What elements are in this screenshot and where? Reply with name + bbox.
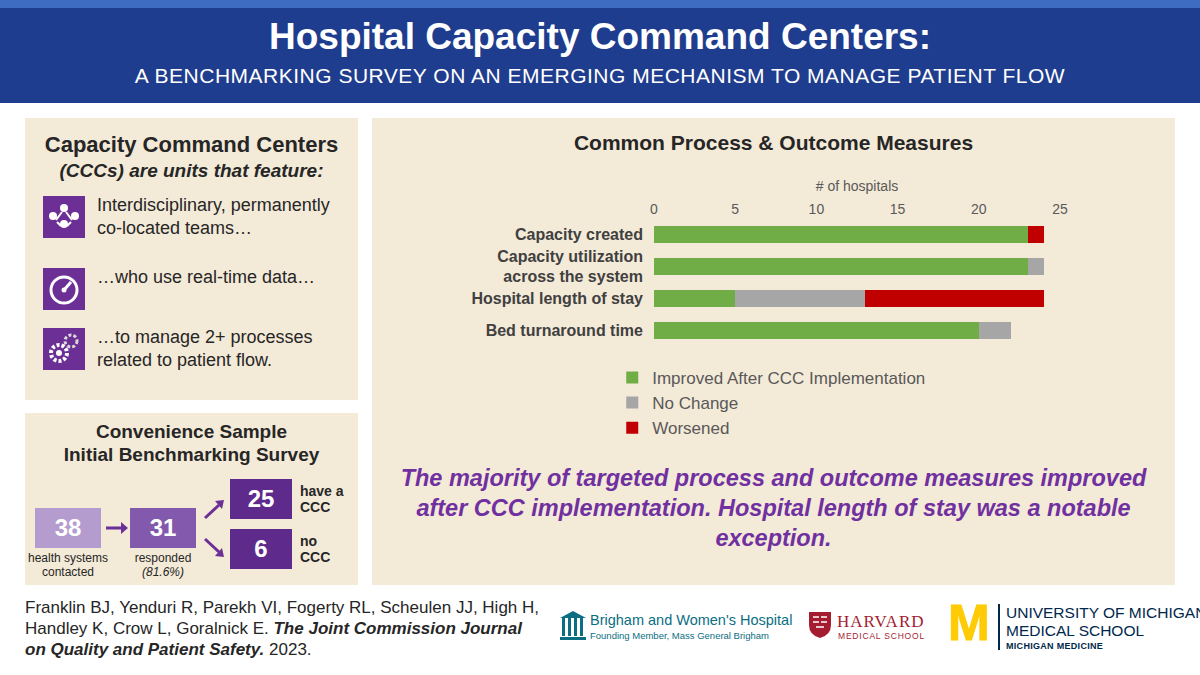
svg-text:20: 20: [971, 201, 987, 217]
html-text:Initial Benchmarking Survey: Initial Benchmarking Survey: [63, 444, 320, 465]
html-text:(81.6%): (81.6%): [142, 565, 184, 579]
html-text:Interdisciplinary, permanently: Interdisciplinary, permanently co-locate…: [97, 195, 330, 238]
html-text:health systems: health systems: [28, 551, 108, 565]
html-text:have a: have a: [300, 483, 344, 499]
html-text:M: M: [948, 595, 990, 651]
svg-text:25: 25: [1052, 201, 1068, 217]
html-text:6: 6: [254, 535, 268, 562]
html-text:…to manage 2+ processes relate: …to manage 2+ processes related to patie…: [97, 327, 313, 370]
html-text:CCC: CCC: [300, 549, 331, 565]
html-text:25: 25: [247, 485, 275, 512]
html-text:38: 38: [54, 514, 82, 541]
html-text:Franklin BJ, Yenduri R, Parekh: Franklin BJ, Yenduri R, Parekh VI, Foger…: [25, 598, 539, 659]
html-text:Convenience Sample: Convenience Sample: [95, 421, 288, 442]
html-text:…who use real-time data…: …who use real-time data…: [97, 267, 316, 287]
html-text:Brigham and Women's Hospital: Brigham and Women's Hospital: [590, 612, 793, 628]
svg-text:Capacity created: Capacity created: [515, 226, 643, 243]
svg-text:0: 0: [650, 201, 658, 217]
html-text:Hospital Capacity Command Cent: Hospital Capacity Command Centers:: [269, 16, 931, 57]
svg-text:No Change: No Change: [652, 394, 738, 413]
svg-text:5: 5: [731, 201, 739, 217]
svg-text:15: 15: [890, 201, 906, 217]
svg-text:Improved After CCC Implementat: Improved After CCC Implementation: [652, 369, 925, 388]
html-text:A BENCHMARKING SURVEY ON AN EM: A BENCHMARKING SURVEY ON AN EMERGING MEC…: [134, 64, 1066, 87]
svg-text:Worsened: Worsened: [652, 419, 729, 438]
html-text:Founding Member, Mass General: Founding Member, Mass General Brigham: [590, 630, 769, 641]
html-text:The majority of targeted proce: The majority of targeted process and out…: [400, 465, 1147, 551]
html-text:responded: responded: [134, 551, 192, 565]
html-text:Capacity Command Centers: Capacity Command Centers: [44, 132, 339, 157]
svg-text:Bed turnaround time: Bed turnaround time: [486, 322, 643, 339]
html-text:contacted: contacted: [42, 565, 94, 579]
html-text:31: 31: [149, 514, 177, 541]
html-text:no: no: [300, 533, 318, 549]
html-text:MEDICAL SCHOOL: MEDICAL SCHOOL: [838, 631, 925, 641]
svg-text:Hospital length of stay: Hospital length of stay: [471, 290, 643, 307]
html-text:HARVARD: HARVARD: [837, 612, 925, 631]
svg-text:Capacity utilizationacross the: Capacity utilizationacross the system: [497, 248, 643, 286]
svg-text:Common Process & Outcome Measu: Common Process & Outcome Measures: [574, 131, 973, 154]
html-text:MEDICAL SCHOOL: MEDICAL SCHOOL: [1006, 622, 1145, 639]
html-text:MICHIGAN MEDICINE: MICHIGAN MEDICINE: [1006, 641, 1104, 651]
html-text:(CCCs) are units that feature:: (CCCs) are units that feature:: [59, 160, 324, 181]
svg-text:10: 10: [809, 201, 825, 217]
svg-text:# of hospitals: # of hospitals: [816, 178, 899, 194]
html-text:CCC: CCC: [300, 499, 331, 515]
